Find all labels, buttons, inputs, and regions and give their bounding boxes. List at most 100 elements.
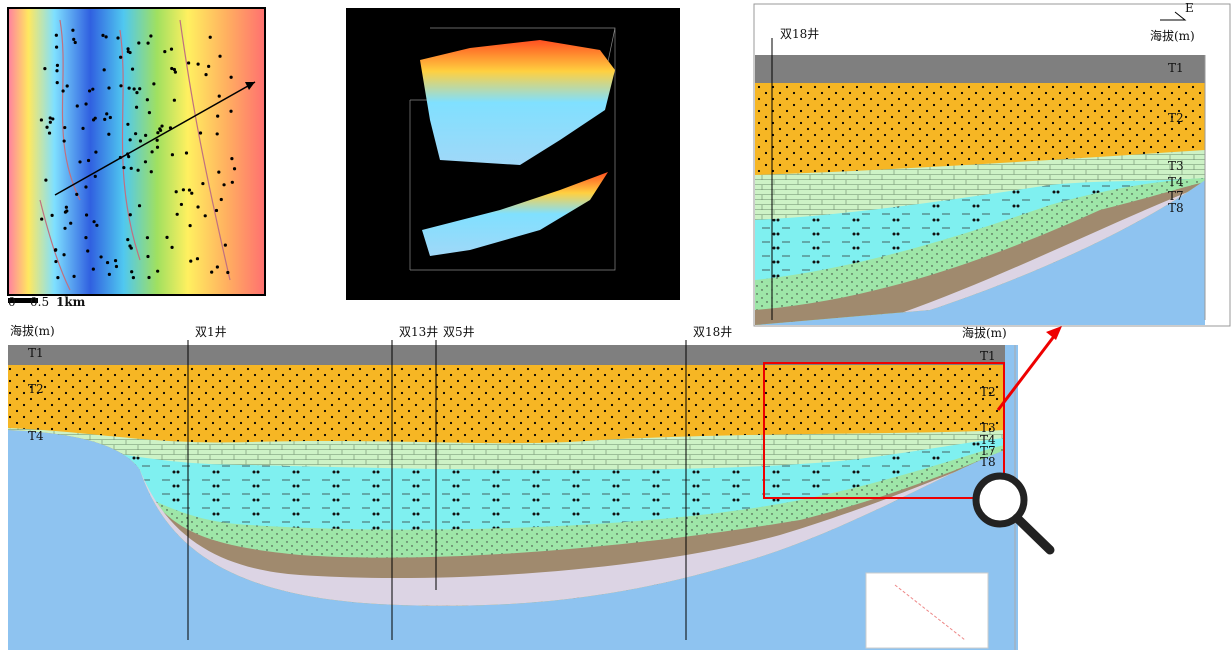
well-label: 双1井 (195, 325, 227, 339)
well-dot (145, 236, 150, 240)
well-dot (187, 188, 192, 192)
well-dot (181, 188, 185, 192)
well-dot (147, 110, 152, 115)
well-dot (127, 86, 131, 90)
well-dot (62, 139, 66, 143)
well-dot (230, 157, 234, 161)
well-dot (118, 155, 123, 160)
well-dot (184, 151, 189, 155)
well-dot (54, 259, 58, 264)
well-dot (119, 84, 123, 88)
zoom-arrow-head (1046, 326, 1062, 340)
well-dot (51, 117, 55, 121)
well-dot (64, 205, 68, 209)
layer-label: T2 (1168, 111, 1184, 125)
well-dot (132, 87, 136, 91)
well-dot (126, 49, 130, 54)
well-dot (130, 67, 135, 71)
well-label: 双18井 (693, 325, 732, 339)
well-dot (61, 89, 65, 93)
well-dot (127, 154, 131, 159)
well-dot (195, 257, 200, 261)
well-dot (81, 126, 85, 130)
layer-label: T8 (980, 455, 996, 469)
well-dot (150, 150, 154, 154)
well-dot (107, 86, 111, 90)
well-dot (174, 190, 178, 194)
well-dot (163, 49, 167, 54)
well-dot (169, 47, 174, 51)
well-dot (229, 75, 233, 79)
well-label: 双5井 (443, 325, 475, 339)
well-dot (63, 125, 67, 130)
zoom-arrow (996, 334, 1057, 411)
well-dot (215, 132, 219, 136)
well-dot (72, 274, 76, 279)
well-dot (48, 120, 52, 124)
scale-label: 0.5 (30, 295, 49, 309)
layer-label: T8 (1168, 201, 1184, 215)
well-dot (172, 67, 176, 72)
layer-label: T1 (980, 349, 996, 363)
well-dot (196, 205, 200, 209)
scale-bar (8, 298, 38, 303)
well-dot (129, 166, 133, 170)
well-dot (43, 67, 47, 71)
3d-box (409, 27, 616, 271)
map-surface (7, 7, 266, 296)
well-dot (232, 167, 237, 171)
well-dot (137, 41, 141, 45)
well-dot (190, 191, 194, 195)
well-dot (47, 131, 52, 135)
well-dot (94, 150, 98, 154)
well-dot (138, 139, 143, 143)
well-dot (55, 63, 60, 67)
well-dot (189, 259, 193, 263)
layer-label: T1 (28, 346, 44, 360)
well-dot (114, 264, 119, 269)
well-dot (170, 66, 174, 71)
well-dot (54, 33, 58, 37)
well-dot (204, 72, 208, 77)
well-dot (54, 45, 59, 49)
well-dot (113, 259, 118, 263)
well-dot (105, 112, 109, 116)
well-dot (50, 213, 54, 217)
well-dot (63, 226, 67, 230)
well-dot (84, 236, 88, 240)
well-dot (152, 82, 156, 86)
well-dot (156, 131, 160, 135)
well-dot (62, 253, 66, 257)
well-dot (143, 160, 148, 164)
well-dot (84, 213, 89, 217)
layer-label: T3 (1168, 159, 1184, 173)
well-dot (207, 64, 211, 69)
direction-arrow (1160, 11, 1187, 21)
magnifier-handle (1012, 513, 1055, 555)
well-dot (55, 81, 59, 85)
elevation-right: 海拔(m) (962, 325, 1007, 340)
well-dot (217, 94, 221, 98)
well-dot (71, 28, 75, 32)
well-dot (217, 170, 221, 174)
well-dot (65, 84, 69, 88)
well-dot (69, 221, 73, 225)
well-dot (93, 174, 97, 178)
well-label: 双13井 (399, 325, 438, 339)
3d-surface-lower (422, 172, 608, 256)
well-dot (214, 208, 219, 213)
well-dot (101, 33, 105, 37)
layer-label: T4 (28, 429, 44, 443)
well-dot (156, 269, 160, 273)
well-dot (146, 254, 150, 259)
wells: 双1井 双13井 双5井 双18井 (187, 325, 732, 640)
zoom-box (763, 362, 1005, 499)
well-dot (137, 204, 142, 208)
well-dot (128, 244, 132, 248)
section-line (54, 81, 256, 196)
well-dot (40, 217, 44, 221)
layer-t8 (130, 450, 1005, 606)
well-dot (170, 153, 175, 157)
